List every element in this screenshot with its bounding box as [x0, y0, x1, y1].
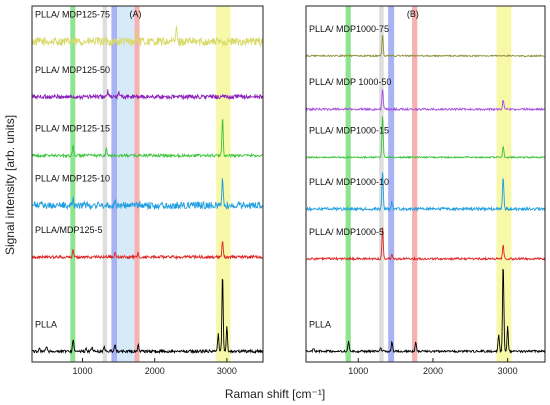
- panel-b-highlight-band-1: [379, 6, 384, 362]
- panel-a-series-line-1: [31, 89, 264, 101]
- panel-a-x-tick-label-0: 1000: [73, 366, 93, 376]
- panel-a-series-line-5: [31, 278, 264, 355]
- y-axis-label: Signal intensity [arb. units]: [3, 115, 17, 255]
- panel-b-x-tick-label-1: 2000: [423, 366, 443, 376]
- panel-a-series-label-5: PLLA: [35, 319, 57, 329]
- panel-a-panel-label: (A): [129, 9, 141, 19]
- panel-b-series-line-4: [305, 227, 546, 262]
- panel-b-series-label-5: PLLA: [309, 319, 331, 329]
- panel-a-series-label-0: PLLA/ MDP125-75: [35, 10, 110, 20]
- panel-b-series-label-4: PLLA/ MDP1000-5: [309, 227, 384, 237]
- panel-a-series-label-4: PLLA/MDP125-5: [35, 225, 103, 235]
- panel-b-series-label-3: PLLA/ MDP1000-10: [309, 177, 389, 187]
- panel-a-highlight-band-2: [111, 6, 118, 362]
- panel-b-series-line-3: [306, 172, 546, 213]
- panel-b-series-label-1: PLLA/ MDP 1000-50: [309, 77, 391, 87]
- panel-a-x-tick-label-1: 2000: [145, 366, 165, 376]
- panel-a-series-line-2: [31, 118, 264, 159]
- panel-a-highlight-band-4: [134, 6, 140, 362]
- panel-b-series-line-1: [305, 89, 546, 112]
- panel-b-series-line-0: [305, 35, 546, 58]
- panel-a-highlight-band-1: [102, 6, 108, 362]
- panel-a-series-line-0: [31, 25, 264, 47]
- panel-a-x-tick-label-2: 3000: [217, 366, 237, 376]
- panel-a-highlight-band-3: [117, 6, 135, 362]
- panel-a-highlight-band-0: [70, 6, 76, 362]
- panel-a-series-line-4: [31, 241, 264, 261]
- panel-b-series-label-0: PLLA/ MDP1000-75: [309, 24, 389, 34]
- panel-b-series-label-2: PLLA/ MDP1000-15: [309, 125, 389, 135]
- panel-a: PLLA/ MDP125-75 PLLA/ MDP125-50 PLLA/ MDP1…: [31, 5, 264, 376]
- panel-b-highlight-band-2: [388, 6, 395, 362]
- panel-b-plot-frame: [305, 5, 546, 363]
- panel-b-series-line-5: [305, 268, 546, 354]
- panel-a-series-line-3: [31, 178, 264, 211]
- panel-b-panel-label: (B): [407, 9, 419, 19]
- x-axis-label: Raman shift [cm⁻¹]: [225, 387, 325, 401]
- panel-b: PLLA/ MDP1000-75 PLLA/ MDP 1000-50 PLLA/ M…: [305, 5, 546, 376]
- panel-b-x-tick-label-2: 3000: [498, 366, 518, 376]
- panel-b-highlight-band-0: [345, 6, 351, 362]
- panel-a-series-label-1: PLLA/ MDP125-50: [35, 65, 110, 75]
- panel-a-series-label-2: PLLA/ MDP125-15: [35, 124, 110, 134]
- panel-b-highlight-band-3: [412, 6, 418, 362]
- panel-b-series-line-2: [305, 116, 546, 160]
- panel-a-plot-frame: [31, 5, 264, 363]
- panel-b-x-tick-label-0: 1000: [348, 366, 368, 376]
- panel-a-series-label-3: PLLA/ MDP125-10: [35, 173, 110, 183]
